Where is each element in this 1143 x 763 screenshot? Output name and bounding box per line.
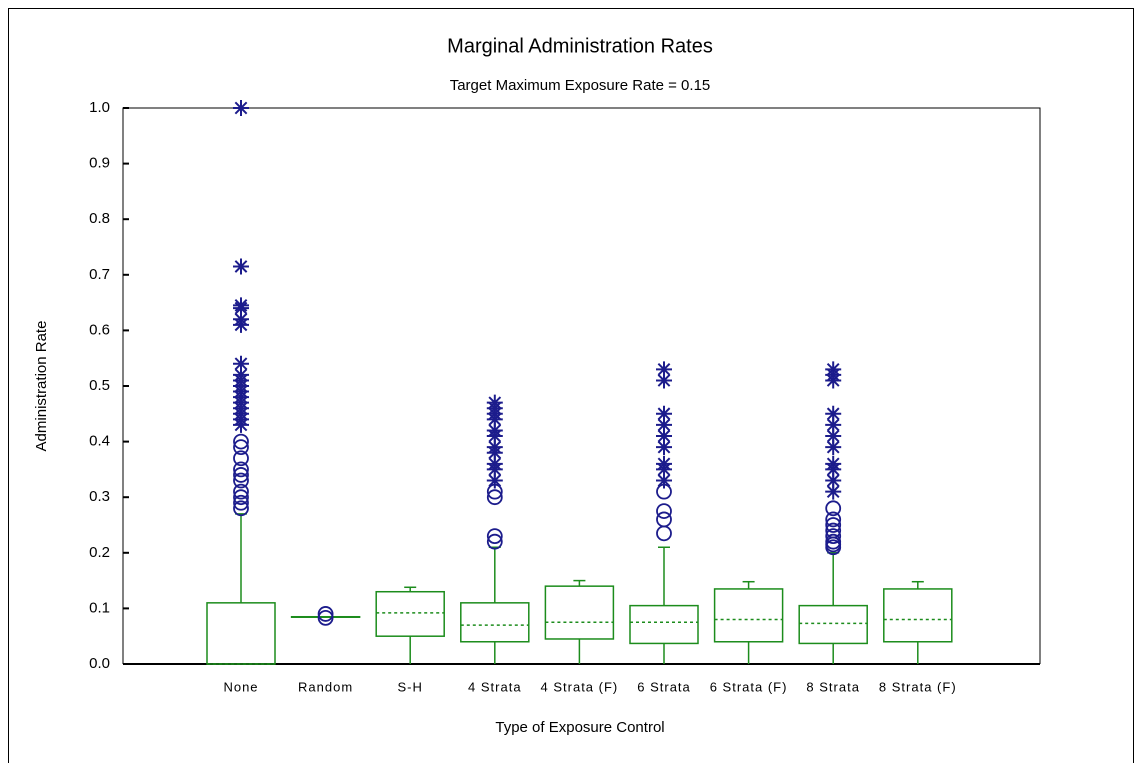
box [544, 585, 615, 640]
far-outlier [486, 422, 503, 439]
box [883, 588, 953, 643]
y-tick-label: 0.0 [89, 655, 110, 672]
outlier [825, 528, 842, 545]
y-tick-label: 0.4 [89, 433, 110, 450]
x-tick-label: 8 Strata (F) [879, 679, 957, 694]
outlier [233, 461, 249, 478]
y-tick-label: 0.3 [89, 488, 110, 505]
x-tick-label: 4 Strata [468, 679, 522, 694]
outlier [486, 489, 503, 506]
y-tick-label: 0.8 [89, 210, 110, 227]
outlier [317, 609, 334, 626]
box [629, 604, 699, 645]
box [375, 590, 445, 637]
outer-frame [8, 8, 1134, 763]
chart-subtitle: Target Maximum Exposure Rate = 0.15 [450, 77, 711, 94]
outlier [233, 489, 249, 506]
x-tick-label: S-H [398, 679, 423, 694]
far-outlier [656, 372, 672, 389]
y-tick-label: 0.6 [89, 321, 110, 338]
far-outlier [825, 361, 842, 378]
far-outlier [486, 472, 503, 489]
y-tick-label: 0.1 [89, 599, 110, 616]
outlier [233, 433, 249, 450]
far-outlier [233, 311, 249, 328]
outlier [656, 511, 672, 528]
box [290, 615, 361, 618]
box [206, 602, 276, 665]
outlier [825, 533, 842, 550]
far-outlier [656, 439, 672, 456]
x-axis-label: Type of Exposure Control [495, 719, 664, 736]
far-outlier [825, 483, 842, 500]
far-outlier [233, 355, 249, 372]
outlier [656, 503, 672, 520]
outlier [233, 450, 249, 467]
x-tick-label: 4 Strata (F) [541, 679, 619, 694]
outlier [825, 522, 842, 539]
outlier [233, 439, 249, 456]
outlier [825, 511, 842, 528]
outlier [233, 483, 249, 500]
far-outlier [825, 428, 842, 445]
outlier [233, 494, 249, 511]
far-outlier [486, 394, 503, 411]
x-tick-label: 8 Strata [806, 679, 860, 694]
far-outlier [233, 100, 249, 116]
outlier [233, 472, 249, 489]
far-outlier [656, 405, 672, 422]
chart-title: Marginal Administration Rates [447, 35, 713, 57]
outlier [233, 500, 249, 517]
far-outlier [656, 428, 672, 445]
far-outlier [825, 416, 842, 433]
outlier [317, 606, 334, 622]
outlier [233, 467, 249, 483]
box [713, 588, 784, 643]
far-outlier [825, 472, 842, 489]
x-tick-label: 6 Strata [637, 679, 691, 694]
y-tick-label: 0.2 [89, 544, 110, 561]
far-outlier [486, 455, 503, 472]
box [460, 602, 530, 643]
y-axis-label: Administration Rate [33, 321, 50, 452]
outlier [486, 528, 503, 545]
far-outlier [233, 297, 249, 314]
y-tick-label: 0.5 [89, 377, 110, 394]
y-tick-label: 0.7 [89, 266, 110, 283]
far-outlier [825, 439, 842, 456]
x-tick-label: Random [298, 679, 353, 694]
x-tick-label: None [223, 679, 258, 694]
y-tick-label: 0.9 [89, 155, 110, 172]
far-outlier [233, 258, 249, 275]
far-outlier [656, 416, 672, 433]
far-outlier [656, 472, 672, 489]
outlier [825, 517, 842, 533]
outlier [486, 533, 503, 550]
far-outlier [825, 455, 842, 472]
far-outlier [233, 366, 249, 383]
box [798, 604, 868, 645]
far-outlier [825, 405, 842, 422]
x-tick-label: 6 Strata (F) [710, 679, 788, 694]
far-outlier [656, 455, 672, 472]
outlier [825, 500, 842, 517]
y-tick-label: 1.0 [89, 99, 110, 116]
outlier [656, 525, 672, 542]
far-outlier [656, 361, 672, 378]
far-outlier [486, 439, 503, 456]
